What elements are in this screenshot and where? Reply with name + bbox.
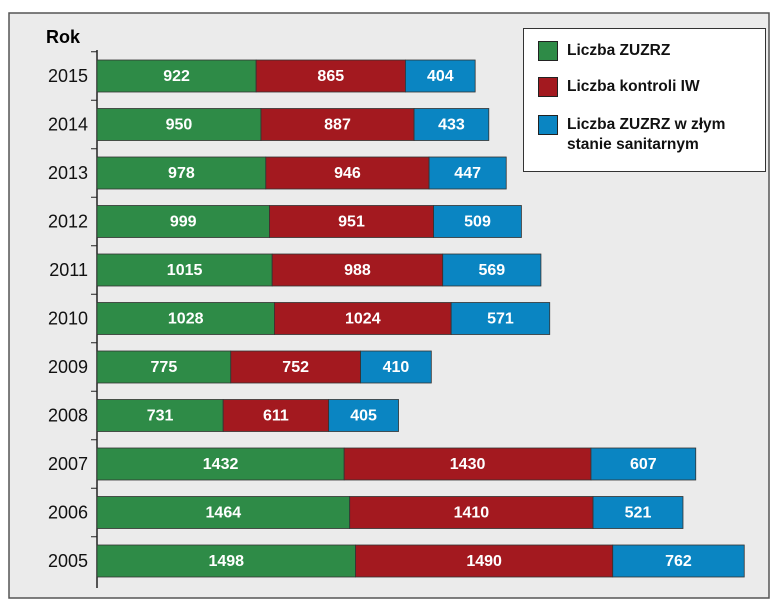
bar bbox=[592, 496, 684, 529]
data-label: 509 bbox=[464, 214, 491, 231]
bar bbox=[96, 302, 275, 335]
legend-swatch bbox=[538, 41, 558, 61]
bar bbox=[428, 156, 507, 190]
data-label: 433 bbox=[438, 117, 465, 134]
bar bbox=[265, 156, 430, 190]
data-label: 1024 bbox=[345, 311, 381, 328]
bar bbox=[442, 253, 542, 287]
y-tick-label: 2006 bbox=[48, 502, 88, 522]
data-label: 569 bbox=[478, 262, 505, 279]
data-label: 865 bbox=[317, 68, 344, 85]
data-label: 1410 bbox=[454, 505, 490, 522]
y-axis-label: Rok bbox=[46, 27, 81, 47]
legend-label: Liczba ZUZRZ bbox=[567, 42, 671, 59]
data-label: 1015 bbox=[167, 262, 203, 279]
bar bbox=[96, 350, 232, 384]
bar bbox=[96, 59, 257, 93]
legend: Liczba ZUZRZ Liczba kontroli IW Liczba ZUZ… bbox=[523, 28, 766, 172]
y-tick-label: 2015 bbox=[48, 66, 88, 86]
data-label: 1028 bbox=[168, 311, 204, 328]
y-tick-label: 2007 bbox=[48, 454, 88, 474]
legend-swatch bbox=[538, 115, 558, 135]
y-tick-label: 2013 bbox=[48, 163, 88, 183]
bar bbox=[96, 399, 224, 432]
bar bbox=[96, 496, 351, 529]
y-tick-label: 2012 bbox=[48, 211, 88, 231]
bar bbox=[328, 399, 399, 432]
data-label: 951 bbox=[338, 214, 365, 231]
data-label: 447 bbox=[454, 165, 481, 182]
data-label: 404 bbox=[427, 68, 454, 85]
data-label: 1432 bbox=[203, 456, 239, 473]
data-label: 405 bbox=[350, 408, 377, 425]
data-label: 611 bbox=[263, 408, 289, 425]
bar bbox=[230, 350, 361, 384]
bar bbox=[96, 544, 356, 578]
data-label: 946 bbox=[334, 165, 361, 182]
legend-entry: Liczba ZUZRZ w złym stanie sanitarnym bbox=[538, 115, 752, 155]
bar bbox=[255, 59, 406, 93]
data-label: 571 bbox=[487, 311, 514, 328]
data-label: 521 bbox=[625, 505, 652, 522]
bar bbox=[612, 544, 745, 578]
data-label: 1464 bbox=[206, 505, 242, 522]
bar bbox=[405, 59, 476, 93]
data-label: 1430 bbox=[450, 456, 486, 473]
bar bbox=[269, 205, 434, 238]
data-label: 1498 bbox=[208, 553, 244, 570]
legend-entry: Liczba ZUZRZ bbox=[538, 41, 752, 61]
bar bbox=[343, 447, 592, 481]
bar bbox=[96, 253, 273, 287]
y-tick-label: 2011 bbox=[49, 260, 88, 280]
y-tick-label: 2009 bbox=[48, 357, 88, 377]
data-label: 978 bbox=[168, 165, 195, 182]
data-label: 410 bbox=[383, 359, 410, 376]
bar bbox=[433, 205, 522, 238]
bar bbox=[450, 302, 551, 335]
data-label: 922 bbox=[163, 68, 190, 85]
y-tick-label: 2005 bbox=[48, 551, 88, 571]
bar bbox=[590, 447, 697, 481]
data-label: 887 bbox=[324, 117, 351, 134]
legend-label: Liczba ZUZRZ w złym stanie sanitarnym bbox=[567, 116, 726, 153]
data-label: 762 bbox=[665, 553, 692, 570]
data-label: 950 bbox=[166, 117, 193, 134]
data-label: 775 bbox=[151, 359, 178, 376]
bar bbox=[413, 108, 490, 141]
data-label: 999 bbox=[170, 214, 197, 231]
data-label: 1490 bbox=[466, 553, 502, 570]
bar bbox=[96, 205, 270, 238]
legend-label: Liczba kontroli IW bbox=[567, 78, 700, 95]
bar bbox=[222, 399, 330, 432]
data-label: 607 bbox=[630, 456, 657, 473]
legend-entry: Liczba kontroli IW bbox=[538, 77, 752, 97]
y-tick-label: 2010 bbox=[48, 308, 88, 328]
data-label: 988 bbox=[344, 262, 371, 279]
legend-swatch bbox=[538, 77, 558, 97]
data-label: 731 bbox=[147, 408, 174, 425]
data-label: 752 bbox=[282, 359, 309, 376]
bar bbox=[260, 108, 415, 141]
bar bbox=[96, 156, 267, 190]
bar bbox=[96, 447, 345, 481]
y-tick-label: 2008 bbox=[48, 405, 88, 425]
y-tick-label: 2014 bbox=[48, 114, 88, 134]
bar bbox=[271, 253, 444, 287]
bar bbox=[360, 350, 432, 384]
bar bbox=[96, 108, 262, 141]
